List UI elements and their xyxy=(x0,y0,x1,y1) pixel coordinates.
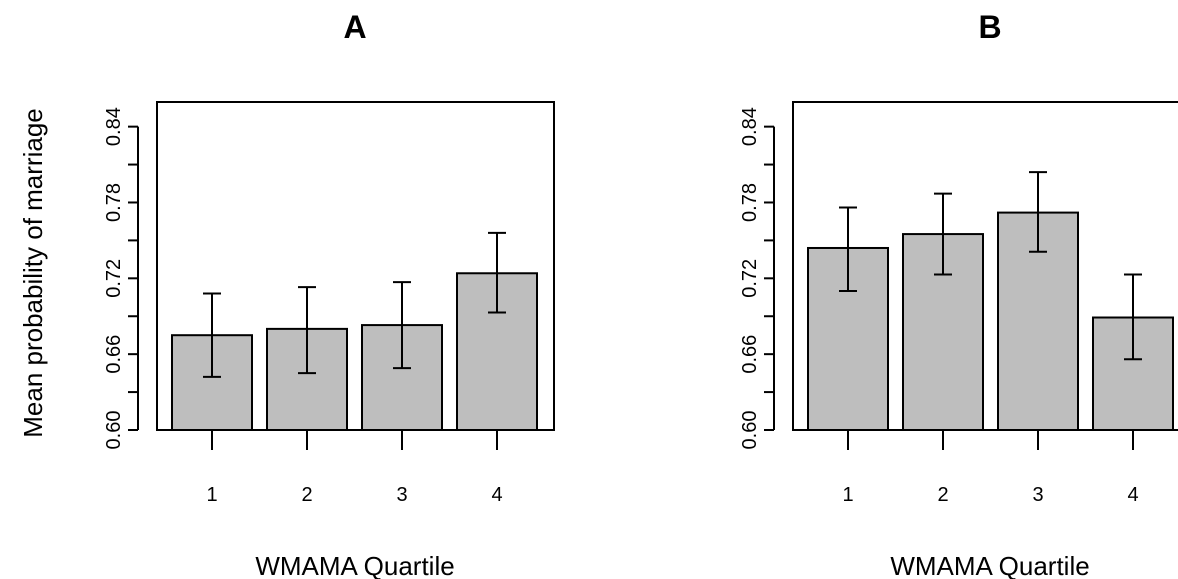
y-tick-label: 0.84 xyxy=(103,107,125,146)
x-tick-label: 1 xyxy=(842,484,853,506)
plot-box xyxy=(792,101,1178,431)
y-tick-label: 0.60 xyxy=(739,411,761,450)
y-tick-label: 0.78 xyxy=(739,183,761,222)
plot-box xyxy=(156,101,555,431)
x-tick-label: 2 xyxy=(937,484,948,506)
panel-title: B xyxy=(978,9,1001,45)
x-axis-label: WMAMA Quartile xyxy=(890,551,1089,579)
y-tick-label: 0.66 xyxy=(103,335,125,374)
y-tick-label: 0.66 xyxy=(739,335,761,374)
y-tick-label: 0.72 xyxy=(739,259,761,298)
shared-y-axis-label: Mean probability of marriage xyxy=(18,108,48,438)
panel-title: A xyxy=(343,9,366,45)
y-tick-label: 0.84 xyxy=(739,107,761,146)
panel-a: A 0.60 0.66 0.72 0.78 0.84 1 2 3 4 WMAMA Quartile xyxy=(103,9,555,579)
x-tick-label: 1 xyxy=(206,484,217,506)
y-tick-label: 0.60 xyxy=(103,411,125,450)
panel-b: B 0.60 0.66 0.72 0.78 0.84 1 2 3 4 WMAMA Quartile xyxy=(739,9,1178,579)
y-tick-label: 0.78 xyxy=(103,183,125,222)
x-tick-label: 3 xyxy=(396,484,407,506)
y-tick-label: 0.72 xyxy=(103,259,125,298)
x-tick-label: 4 xyxy=(491,484,502,506)
x-axis-label: WMAMA Quartile xyxy=(255,551,454,579)
x-tick-label: 4 xyxy=(1127,484,1138,506)
x-tick-label: 2 xyxy=(301,484,312,506)
x-tick-label: 3 xyxy=(1032,484,1043,506)
